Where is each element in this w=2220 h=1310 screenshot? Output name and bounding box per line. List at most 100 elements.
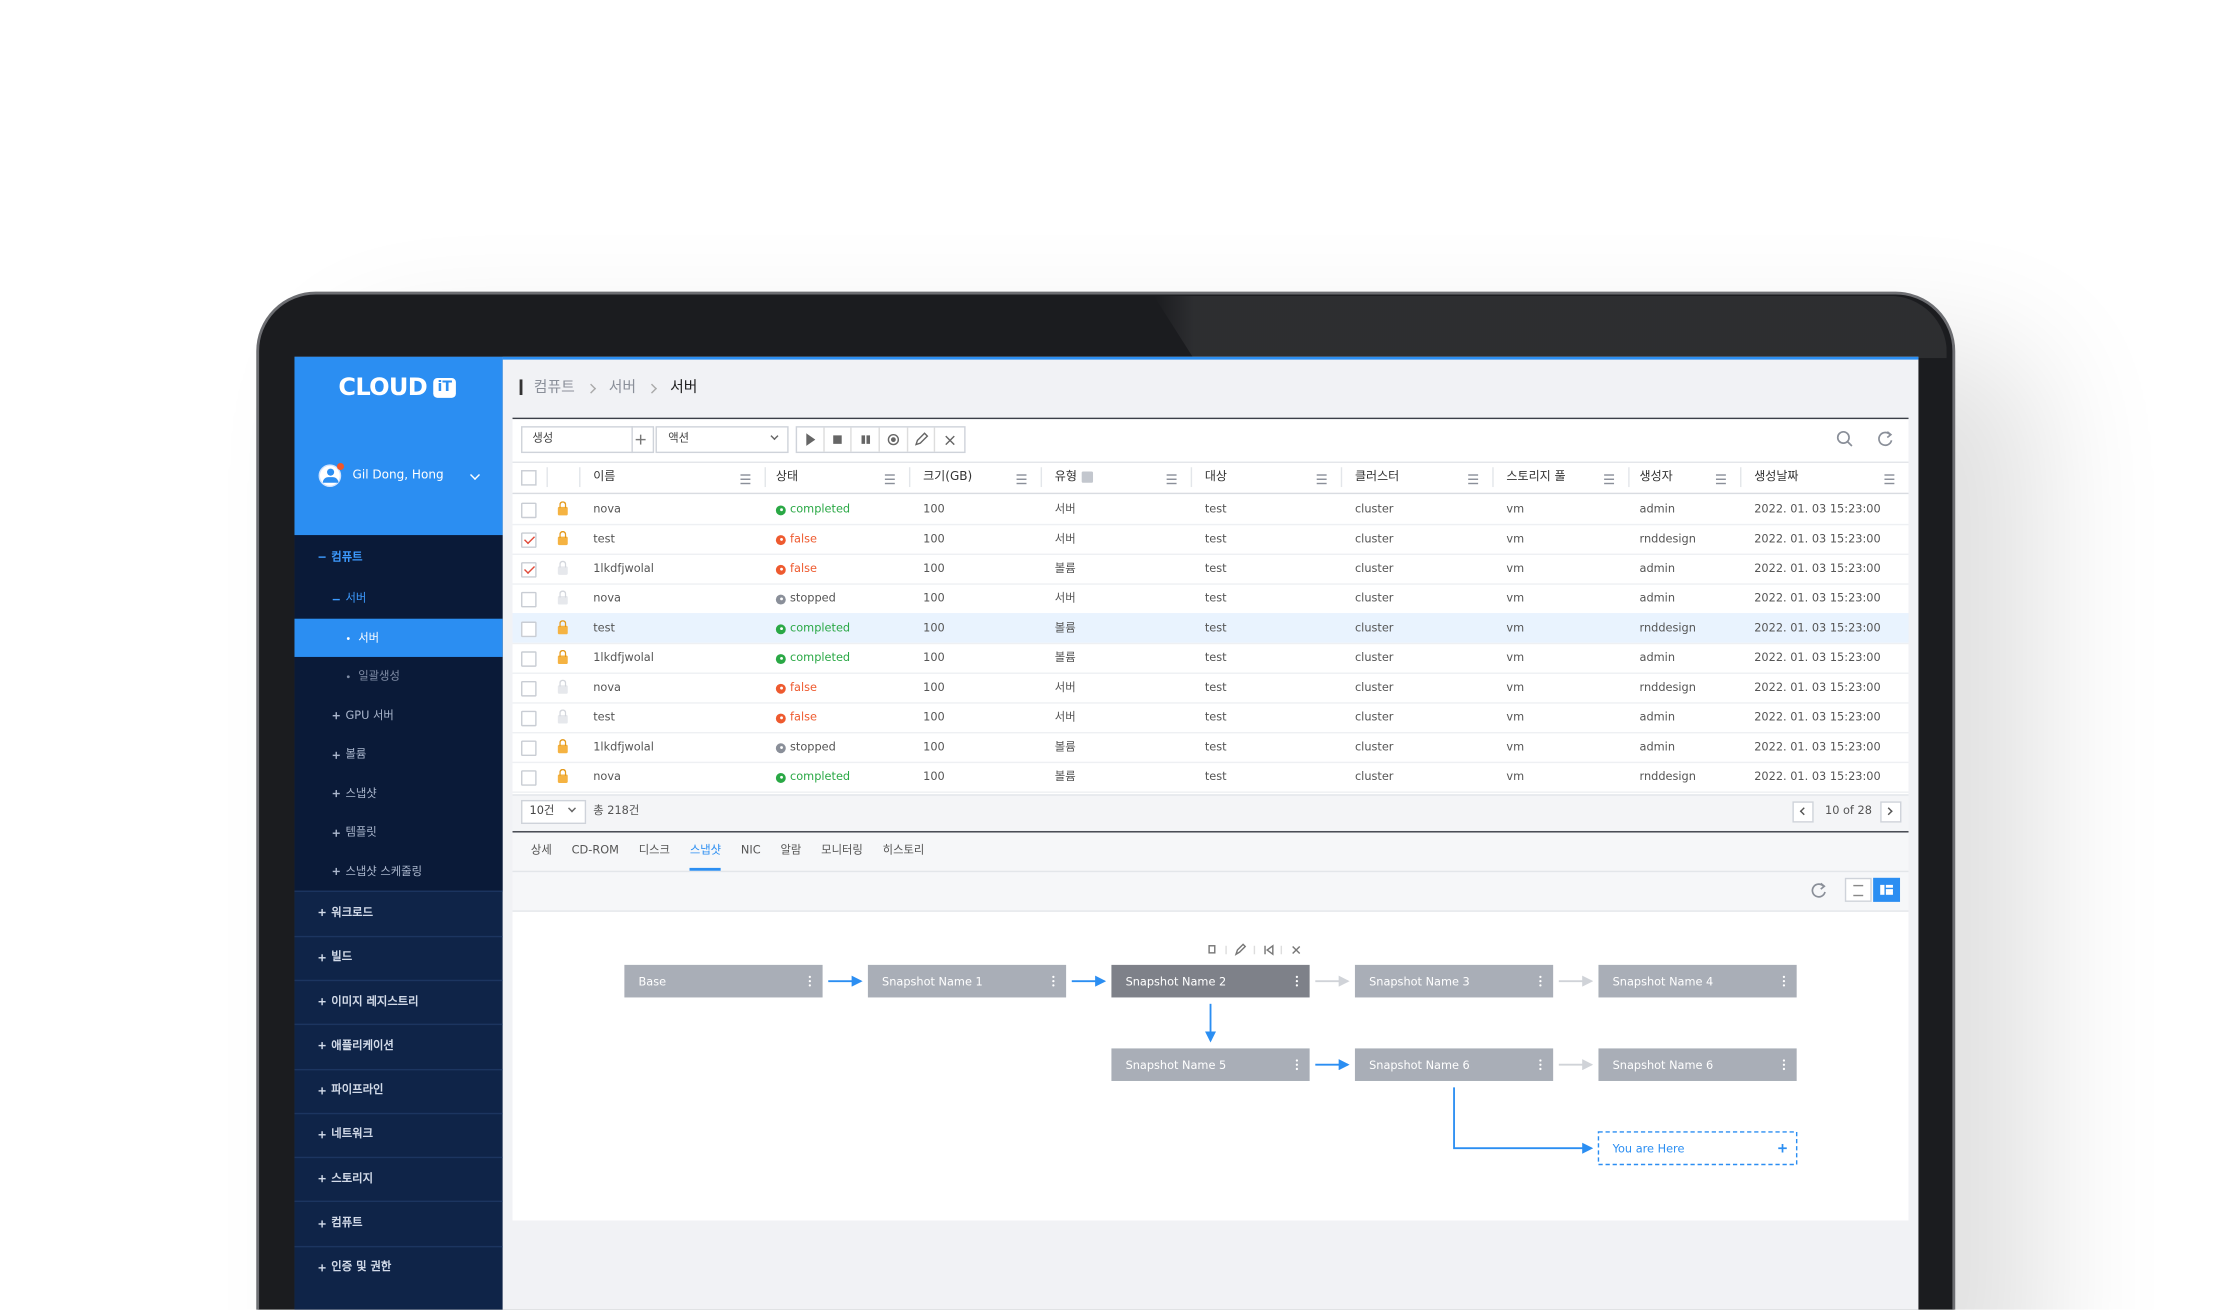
row-check[interactable] (521, 501, 537, 518)
tab[interactable]: 스냅샷 (689, 843, 722, 857)
nav-item[interactable]: 스토리지 (331, 1171, 374, 1185)
column-menu[interactable] (1468, 474, 1479, 485)
column-menu[interactable] (884, 474, 895, 485)
snapshot-node[interactable] (1111, 1048, 1310, 1081)
refresh-btn[interactable] (1878, 431, 1893, 447)
column-menu[interactable] (740, 474, 751, 485)
column-header[interactable]: 대상 (1204, 470, 1228, 485)
cell-type: 서버 (1054, 710, 1076, 724)
nav-item[interactable]: 네트워크 (331, 1127, 374, 1141)
nav-item[interactable]: 볼륨 (345, 747, 367, 761)
nav-item[interactable]: 빌드 (331, 950, 353, 964)
lock-icon (557, 530, 568, 546)
tab[interactable]: 히스토리 (882, 843, 925, 857)
nav-item[interactable]: 일괄생성 (358, 669, 400, 683)
create-label[interactable]: 생성 (532, 431, 554, 445)
nav-item[interactable]: 서버 (345, 591, 367, 605)
prev-page[interactable] (1792, 801, 1814, 823)
nav-item[interactable]: 컴퓨트 (331, 550, 363, 563)
nav-item[interactable]: 파이프라인 (331, 1083, 384, 1097)
row-check[interactable] (521, 769, 537, 786)
next-page[interactable] (1880, 801, 1902, 823)
tab[interactable]: CD-ROM (571, 843, 619, 857)
delete-btn[interactable] (945, 435, 955, 446)
cell-type: 서버 (1054, 591, 1076, 605)
row-check[interactable] (521, 680, 537, 696)
filter-icon[interactable] (1081, 471, 1094, 483)
column-header[interactable]: 유형 (1054, 470, 1077, 485)
action-label[interactable]: 액션 (668, 431, 690, 445)
snapshot-node[interactable] (1354, 964, 1554, 998)
column-header[interactable]: 생성날짜 (1754, 470, 1799, 485)
header-check[interactable] (521, 470, 537, 486)
snapshot-node[interactable] (1111, 964, 1310, 998)
list-view-btn[interactable] (1844, 877, 1872, 902)
edit-tool[interactable] (1234, 943, 1247, 956)
row-check[interactable] (521, 710, 537, 726)
reboot-btn[interactable] (887, 433, 900, 446)
column-header[interactable]: 이름 (593, 470, 616, 485)
delete-tool[interactable] (1292, 945, 1301, 955)
tab[interactable]: NIC (740, 843, 761, 857)
copy-tool[interactable] (1208, 945, 1216, 954)
snapshot-node[interactable] (1354, 1048, 1554, 1081)
nav-item[interactable]: 서버 (358, 630, 380, 644)
column-menu[interactable] (1166, 474, 1177, 485)
nav-item[interactable]: 스냅샷 (345, 786, 377, 800)
snapshot-node[interactable] (1598, 1048, 1797, 1081)
here-node[interactable] (1597, 1131, 1798, 1166)
tree-view-btn[interactable] (1873, 877, 1901, 902)
snapshot-node[interactable] (1598, 964, 1797, 998)
column-header[interactable]: 스토리지 풀 (1506, 470, 1566, 485)
nav-item[interactable]: 워크로드 (331, 906, 374, 919)
column-header[interactable]: 크기(GB) (923, 470, 973, 485)
breadcrumb-item[interactable]: 서버 (608, 378, 637, 396)
tab[interactable]: 모니터링 (821, 843, 863, 857)
start-btn[interactable] (806, 433, 816, 446)
row-check[interactable] (521, 531, 537, 548)
column-header[interactable]: 클러스터 (1354, 470, 1400, 485)
stop-btn[interactable] (833, 435, 842, 444)
avatar-badge (336, 462, 345, 471)
page-size[interactable]: 10건 (529, 804, 555, 817)
nav-item[interactable]: 컴퓨트 (331, 1216, 363, 1229)
column-menu[interactable] (1016, 474, 1027, 485)
tab[interactable]: 알람 (780, 843, 802, 857)
revert-tool[interactable] (1264, 944, 1274, 956)
column-menu[interactable] (1715, 474, 1726, 485)
user-name[interactable]: Gil Dong, Hong (352, 468, 444, 483)
search-btn[interactable] (1836, 430, 1850, 445)
nav-item[interactable]: GPU 서버 (345, 708, 394, 722)
column-menu[interactable] (1884, 474, 1895, 485)
nav-item[interactable]: 애플리케이션 (331, 1038, 394, 1052)
row-check[interactable] (521, 650, 537, 667)
row-check[interactable] (521, 739, 537, 756)
tab[interactable]: 상세 (530, 843, 552, 857)
row-check[interactable] (521, 561, 537, 577)
nav-item[interactable]: 템플릿 (345, 825, 377, 839)
diagram-refresh[interactable] (1809, 879, 1826, 899)
snapshot-node[interactable] (624, 964, 823, 998)
row-check[interactable] (521, 591, 537, 607)
breadcrumb-item[interactable]: 컴퓨트 (533, 378, 575, 396)
header-bottom-line (512, 492, 1909, 495)
column-header[interactable]: 상태 (775, 470, 799, 485)
tab[interactable]: 디스크 (638, 843, 670, 857)
action-select[interactable] (655, 426, 789, 454)
column-header[interactable]: 생성자 (1639, 470, 1673, 485)
column-menu[interactable] (1316, 474, 1327, 485)
row-line (512, 672, 1909, 674)
cell-pool: vm (1506, 710, 1525, 724)
row-check[interactable] (521, 620, 537, 637)
nav-item[interactable]: 이미지 레지스트리 (331, 994, 419, 1008)
nav-item[interactable]: 인증 및 권한 (331, 1260, 392, 1274)
nav-submenu-bg (294, 535, 503, 891)
cell-date: 2022. 01. 03 15:23:00 (1754, 591, 1881, 605)
edit-btn[interactable] (914, 432, 929, 446)
page-size-select[interactable] (521, 799, 587, 825)
column-menu[interactable] (1604, 474, 1615, 485)
snapshot-node[interactable] (867, 964, 1067, 998)
nav-item[interactable]: 스냅샷 스케줄링 (345, 864, 423, 878)
pause-btn[interactable] (861, 435, 866, 444)
